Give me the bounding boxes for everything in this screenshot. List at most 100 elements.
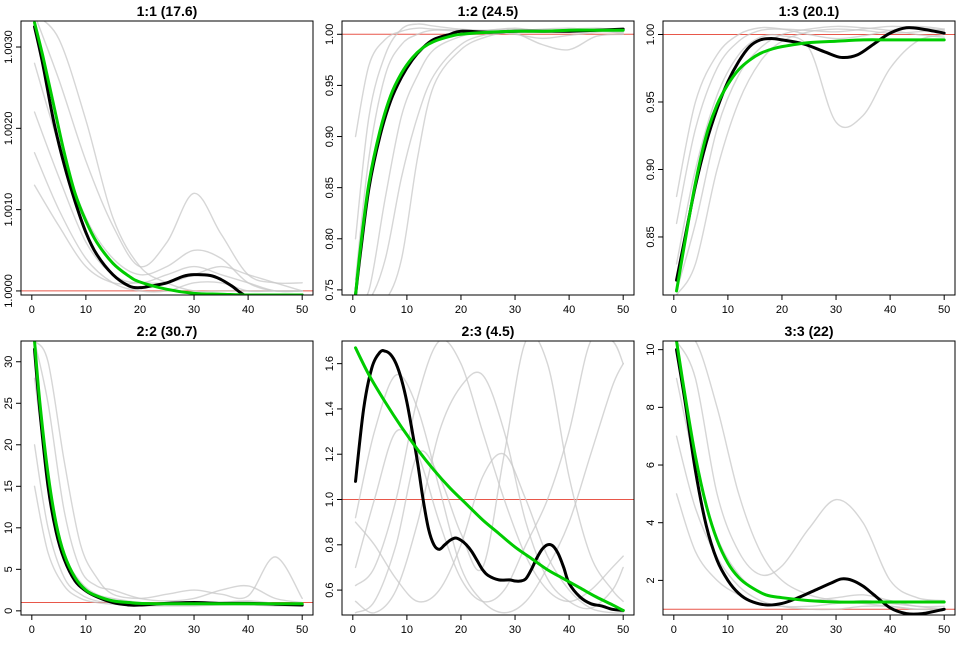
trace-line	[675, 25, 945, 292]
trace-line	[354, 371, 624, 614]
plot-area	[342, 23, 634, 295]
panel-title: 2:3 (4.5)	[462, 323, 515, 339]
x-tick-label: 40	[563, 304, 575, 316]
plot-area	[21, 341, 313, 607]
mean-line	[354, 27, 625, 295]
trace-line	[675, 25, 945, 198]
trace-line	[366, 28, 624, 295]
y-tick-label: 0.90	[324, 126, 336, 147]
trace-line	[354, 341, 624, 614]
y-tick-label: 1.00	[324, 24, 336, 45]
y-tick-label: 1.0	[324, 492, 336, 507]
x-tick-label: 0	[29, 304, 35, 316]
plot-frame	[662, 20, 956, 296]
y-tick-label: 6	[645, 462, 657, 468]
x-tick-label: 30	[188, 624, 200, 636]
y-tick-label: 25	[3, 397, 15, 409]
mean-line	[33, 347, 304, 607]
x-tick-label: 10	[401, 304, 413, 316]
y-tick-label: 0.75	[324, 279, 336, 300]
x-tick-label: 20	[134, 304, 146, 316]
y-tick-label: 1.0030	[3, 30, 15, 64]
plot-area	[663, 25, 955, 295]
trace-line	[354, 452, 624, 614]
panel-title: 3:3 (22)	[784, 323, 833, 339]
y-tick-label: 1.4	[324, 401, 336, 416]
y-tick-label: 2	[645, 577, 657, 583]
panel-4: 2:2 (30.7) 0 10 20 30 40 50 0 5 10 15 20 25 30	[3, 323, 314, 636]
trace-line	[354, 341, 624, 603]
x-tick-label: 40	[242, 624, 254, 636]
x-tick-label: 40	[242, 304, 254, 316]
fit-line	[675, 38, 946, 293]
x-tick-label: 30	[830, 624, 842, 636]
x-tick-label: 0	[350, 304, 356, 316]
panel-title: 2:2 (30.7)	[137, 323, 198, 339]
trace-line	[675, 25, 945, 225]
x-tick-label: 50	[296, 304, 308, 316]
x-tick-label: 10	[722, 624, 734, 636]
trace-line	[354, 29, 624, 281]
x-tick-label: 0	[29, 624, 35, 636]
mean-line	[33, 25, 304, 295]
plot-area	[21, 21, 313, 295]
y-tick-label: 15	[3, 480, 15, 492]
trace-line	[33, 341, 303, 600]
plot-frame	[341, 20, 635, 296]
trace-line	[33, 341, 303, 604]
panel-2: 1:2 (24.5) 0 10 20 30 40 50 0.75 0.80 0.85 0.90 0.9…	[324, 3, 635, 316]
trace-line	[33, 152, 303, 293]
x-tick-label: 40	[563, 624, 575, 636]
fit-line	[354, 346, 625, 612]
y-tick-label: 0.90	[645, 159, 657, 180]
trace-line	[42, 21, 303, 293]
y-tick-label: 0.6	[324, 582, 336, 597]
y-tick-label: 5	[3, 566, 15, 572]
x-tick-label: 10	[401, 624, 413, 636]
x-tick-label: 30	[830, 304, 842, 316]
y-tick-label: 1.2	[324, 447, 336, 462]
y-tick-label: 8	[645, 404, 657, 410]
mean-line	[354, 349, 625, 612]
y-tick-label: 20	[3, 439, 15, 451]
y-tick-label: 10	[3, 522, 15, 534]
y-tick-label: 0.8	[324, 537, 336, 552]
panel-5: 2:3 (4.5) 0 10 20 30 40 50 0.6 0.8 1.0 1.2 1.4 1.6	[324, 323, 635, 636]
y-tick-label: 0.80	[324, 228, 336, 249]
panel-title: 1:3 (20.1)	[779, 3, 840, 19]
x-tick-label: 10	[722, 304, 734, 316]
x-tick-label: 50	[938, 624, 950, 636]
trace-line	[675, 341, 945, 602]
panel-6: 3:3 (22) 0 10 20 30 40 50 2 4 6 8 10	[645, 323, 956, 636]
y-tick-label: 0.85	[324, 177, 336, 198]
y-tick-label: 10	[645, 344, 657, 356]
mean-line	[675, 348, 946, 615]
fit-line	[33, 21, 304, 295]
trace-line	[33, 377, 303, 606]
y-tick-label: 1.0010	[3, 193, 15, 227]
mean-line	[675, 26, 946, 282]
trace-line	[36, 21, 303, 285]
y-tick-label: 1.6	[324, 356, 336, 371]
plot-area	[663, 341, 955, 615]
x-tick-label: 20	[776, 624, 788, 636]
x-tick-label: 50	[617, 624, 629, 636]
x-tick-label: 0	[671, 624, 677, 636]
y-tick-label: 0.95	[645, 91, 657, 112]
panel-1: 1:1 (17.6) 0 10 20 30 40 50 1.0000 1.0010 1.0020 1…	[3, 3, 314, 316]
x-tick-label: 50	[296, 624, 308, 636]
x-tick-label: 30	[188, 304, 200, 316]
y-tick-label: 0.95	[324, 75, 336, 96]
x-tick-label: 50	[617, 304, 629, 316]
panel-title: 1:2 (24.5)	[458, 3, 519, 19]
x-tick-label: 0	[671, 304, 677, 316]
trace-line	[33, 485, 303, 607]
trace-line	[33, 62, 303, 293]
x-tick-label: 40	[884, 624, 896, 636]
x-tick-label: 30	[509, 304, 521, 316]
plot-frame	[20, 20, 314, 296]
y-tick-label: 0	[3, 608, 15, 614]
y-tick-label: 1.00	[645, 24, 657, 45]
